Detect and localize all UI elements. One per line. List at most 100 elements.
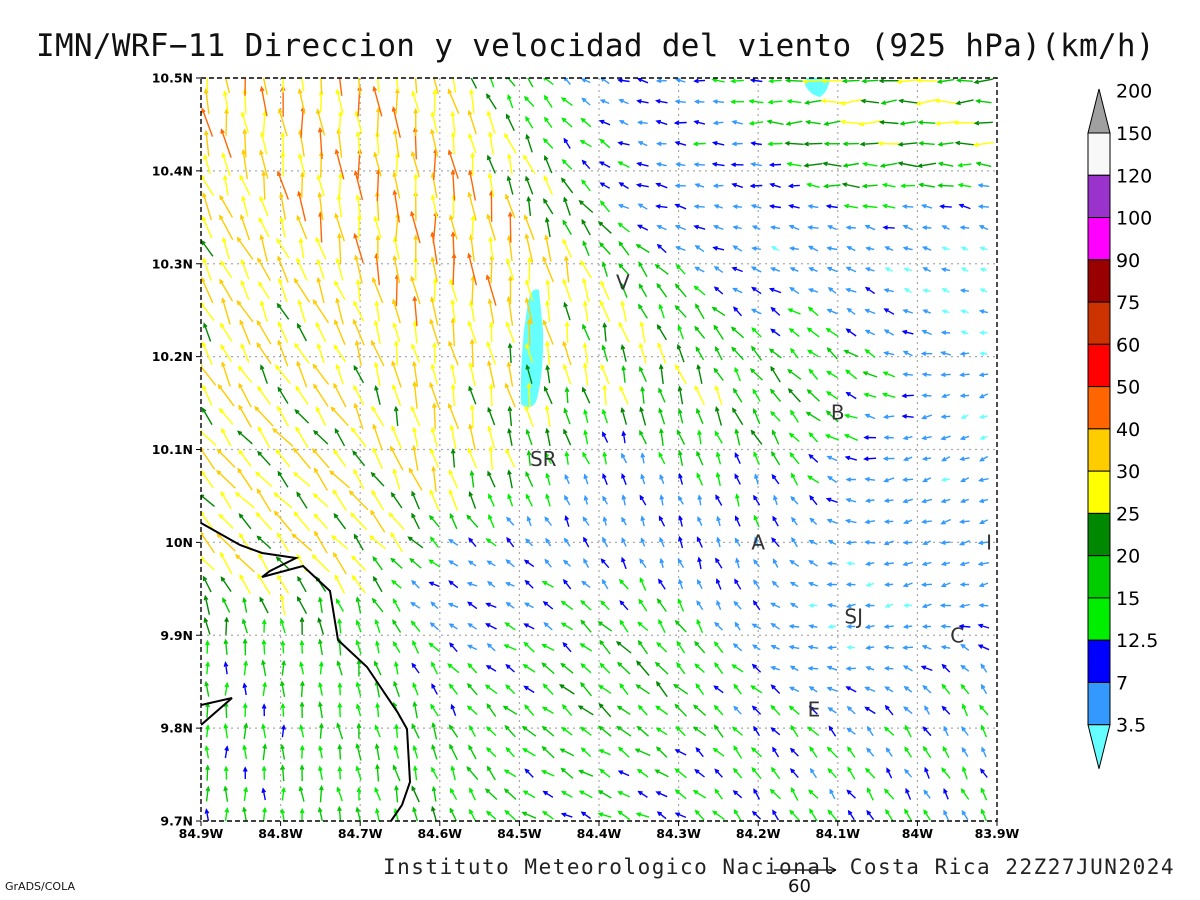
wind-vector	[790, 409, 799, 423]
wind-vector	[277, 386, 289, 404]
wind-vector	[204, 680, 210, 697]
wind-vector	[469, 470, 475, 488]
wind-vector	[750, 162, 762, 167]
wind-vector	[921, 435, 932, 441]
wind-vector	[677, 385, 684, 405]
wind-vector	[658, 387, 666, 403]
wind-vector	[978, 393, 989, 399]
wind-vector	[696, 363, 703, 384]
wind-vector	[508, 275, 513, 305]
wind-vector	[602, 322, 608, 342]
wind-vector	[980, 787, 988, 801]
wind-vector	[827, 225, 837, 231]
wind-vector	[960, 414, 969, 419]
wind-vector	[521, 725, 537, 737]
wind-vector	[804, 99, 822, 105]
wind-vector	[243, 786, 249, 801]
wind-vector	[860, 98, 879, 104]
wind-vector	[236, 430, 253, 445]
wind-vector	[943, 725, 949, 737]
wind-vector	[659, 536, 665, 548]
wind-vector	[468, 537, 477, 548]
wind-vector	[484, 623, 497, 630]
wind-vector	[904, 768, 913, 778]
wind-vector	[431, 785, 437, 802]
wind-vector	[621, 516, 627, 526]
wind-vector	[937, 141, 954, 147]
wind-vector	[430, 447, 440, 469]
y-tick-label: 10.1N	[152, 442, 193, 457]
wind-vector	[236, 299, 254, 323]
wind-vector	[392, 189, 400, 223]
wind-vector	[391, 106, 401, 138]
wind-vector	[844, 455, 857, 461]
wind-vector	[242, 702, 248, 717]
wind-vector	[394, 340, 399, 366]
wind-vector	[734, 537, 741, 547]
wind-vector	[884, 704, 894, 716]
wind-vector	[545, 279, 551, 301]
wind-vector	[789, 559, 800, 567]
wind-vector	[562, 578, 572, 590]
colorbar-cap-bottom	[1087, 724, 1111, 769]
wind-vector	[393, 405, 399, 426]
wind-vector	[318, 89, 324, 113]
wind-vector	[467, 447, 478, 469]
wind-vector	[863, 456, 877, 462]
wind-vector	[820, 98, 843, 104]
wind-vector	[315, 236, 327, 260]
wind-vector	[375, 107, 381, 138]
wind-vector	[544, 516, 553, 526]
wind-vector	[864, 706, 876, 715]
wind-vector	[244, 78, 246, 96]
wind-vector	[674, 224, 687, 231]
wind-vector	[376, 78, 380, 93]
wind-vector	[204, 808, 210, 821]
wind-vector	[375, 807, 380, 821]
wind-vector	[337, 618, 342, 634]
wind-vector	[880, 99, 897, 105]
wind-vector	[234, 554, 255, 573]
wind-vector	[487, 154, 496, 174]
wind-vector	[655, 727, 668, 736]
wind-vector	[886, 767, 893, 779]
wind-vector	[731, 266, 743, 273]
wind-vector	[711, 141, 725, 146]
wind-vector	[863, 435, 877, 440]
wind-vector	[259, 85, 268, 117]
wind-vector	[545, 299, 551, 322]
wind-vector	[466, 705, 478, 716]
wind-vector	[809, 746, 818, 758]
wind-vector	[525, 538, 534, 547]
wind-vector	[694, 809, 705, 821]
colorbar-segment	[1087, 639, 1111, 683]
wind-vector	[205, 661, 210, 675]
wind-vector	[788, 686, 800, 693]
wind-vector	[640, 515, 646, 527]
wind-vector	[581, 580, 591, 588]
wind-vector	[809, 767, 817, 779]
wind-vector	[391, 360, 402, 388]
wind-vector	[338, 172, 343, 198]
wind-vector	[806, 327, 820, 338]
wind-vector	[260, 131, 268, 155]
wind-vector	[655, 119, 668, 126]
wind-vector	[374, 361, 381, 387]
wind-vector	[770, 727, 781, 736]
colorbar-label: 25	[1116, 503, 1140, 525]
wind-vector	[693, 99, 705, 105]
wind-vector	[221, 361, 231, 387]
wind-vector	[448, 580, 459, 589]
wind-vector	[297, 575, 307, 593]
wind-vector	[559, 748, 575, 757]
y-tick-label: 10.4N	[152, 163, 193, 178]
wind-vector	[771, 537, 780, 548]
wind-vector	[658, 578, 666, 590]
wind-vector	[582, 277, 590, 303]
wind-vector	[921, 329, 932, 336]
wind-vector	[616, 705, 631, 715]
wind-vector	[617, 791, 630, 798]
wind-vector	[296, 257, 308, 281]
wind-vector	[677, 408, 684, 424]
wind-vector	[542, 600, 554, 610]
